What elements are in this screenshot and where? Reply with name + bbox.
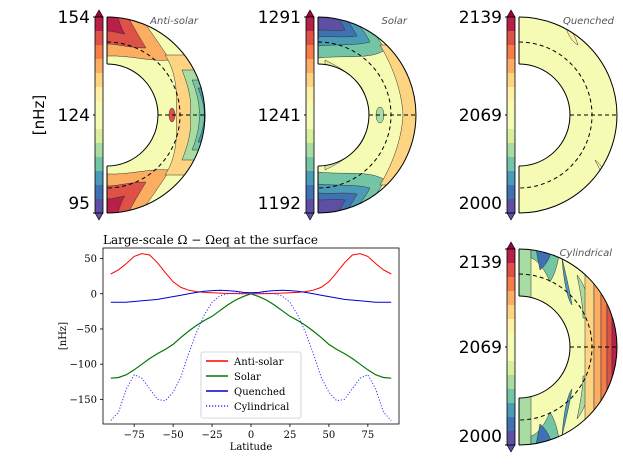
colorbar-tick-min: 95 <box>68 194 90 214</box>
legend-label: Cylindrical <box>234 402 289 413</box>
y-tick-label: 0 <box>91 289 97 300</box>
legend-box <box>200 351 302 419</box>
colorbar-tick-max: 1291 <box>258 8 301 28</box>
legend-label: Solar <box>234 372 261 383</box>
panel-anti-solar: 154 124 95 [nHz] Anti-solar <box>30 8 206 221</box>
x-tick-label: 50 <box>323 430 336 441</box>
colorbar-cylindrical <box>505 241 516 453</box>
panel-solar: 1291 1241 1192 Solar <box>258 8 417 221</box>
contour-cylindrical <box>519 249 617 445</box>
series-lines <box>110 253 392 421</box>
colorbar-tick-max: 2139 <box>459 253 502 273</box>
series-line-anti-solar <box>110 253 392 295</box>
colorbar-tick-mid: 2069 <box>459 338 502 358</box>
colorbar-tick-mid: 2069 <box>459 106 502 126</box>
panel-title-cylindrical: Cylindrical <box>560 248 613 259</box>
colorbar-tick-min: 2000 <box>459 194 502 214</box>
panel-title-solar: Solar <box>382 16 408 27</box>
colorbar-top-arrow <box>94 9 104 18</box>
x-tick-label: 75 <box>361 430 374 441</box>
legend-label: Quenched <box>234 387 286 398</box>
colorbar-anti-solar <box>93 9 104 221</box>
y-tick-label: −50 <box>76 324 97 335</box>
x-tick-label: 25 <box>284 430 297 441</box>
contour-quenched <box>519 17 617 213</box>
colorbar-solar <box>304 9 315 221</box>
x-tick-label: −75 <box>124 430 145 441</box>
x-axis-label: Latitude <box>230 442 273 453</box>
colorbar-tick-max: 154 <box>58 8 90 28</box>
panel-title-quenched: Quenched <box>563 16 615 27</box>
x-tick-label: 0 <box>248 430 254 441</box>
panel-cylindrical: 2139 2069 2000 Cylindrical <box>459 241 618 453</box>
colorbar-tick-min: 2000 <box>459 427 502 447</box>
unit-label: [nHz] <box>30 95 48 135</box>
x-tick-label: −25 <box>201 430 222 441</box>
x-tick-label: −50 <box>163 430 184 441</box>
y-tick-label: 50 <box>84 254 97 265</box>
panel-quenched: 2139 2069 2000 Quenched <box>459 8 618 221</box>
y-tick-label: −150 <box>70 395 97 406</box>
series-line-cylindrical <box>110 292 392 421</box>
legend-label: Anti-solar <box>233 357 284 368</box>
colorbar-tick-mid: 1241 <box>258 106 301 126</box>
colorbar-tick-min: 1192 <box>258 194 301 214</box>
legend: Anti-solar Solar Quenched Cylindrical <box>200 351 302 419</box>
colorbar-tick-max: 2139 <box>459 8 502 28</box>
y-tick-label: −100 <box>70 360 97 371</box>
colorbar-tick-mid: 124 <box>58 106 90 126</box>
series-line-quenched <box>110 289 392 303</box>
colorbar-bottom-arrow <box>94 212 104 221</box>
panel-title-anti-solar: Anti-solar <box>149 16 199 27</box>
chart-title: Large-scale Ω − Ωeq at the surface <box>103 233 318 247</box>
colorbar-quenched <box>505 9 516 221</box>
y-axis-label: [nHz] <box>58 322 69 350</box>
axis-ticks: −75 −50 −25 0 25 50 75 50 0 −50 −100 −150 <box>70 254 375 441</box>
line-chart: Large-scale Ω − Ωeq at the surface −75 −5… <box>58 233 400 453</box>
